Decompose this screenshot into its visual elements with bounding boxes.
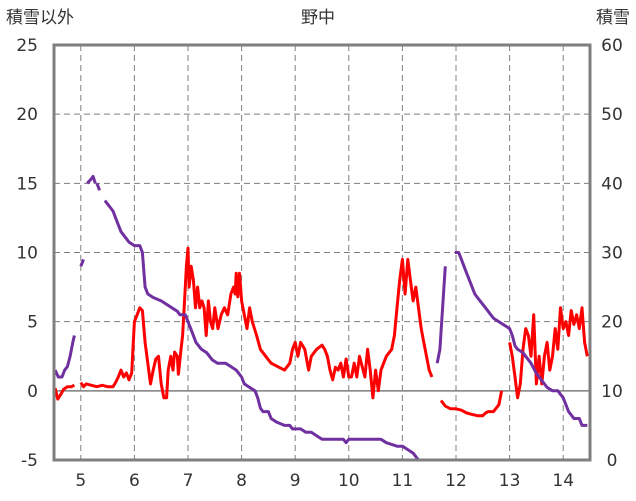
plot-frame: [52, 43, 592, 462]
snow-series-segment: [86, 174, 97, 185]
right-axis-label: 積雪: [596, 8, 630, 28]
left-tick-label: 15: [16, 174, 38, 194]
temperature-series-segment: [79, 246, 434, 400]
x-tick-label: 7: [183, 471, 194, 491]
left-tick-label: 20: [16, 105, 38, 125]
x-tick-label: 14: [552, 471, 574, 491]
left-tick-label: 0: [27, 382, 38, 402]
temperature-series-segment: [439, 390, 504, 418]
right-tick-label: 30: [601, 244, 623, 264]
left-tick-label: 5: [27, 313, 38, 333]
x-tick-label: 9: [290, 471, 301, 491]
left-tick-label: 25: [16, 36, 38, 56]
snow-series-segment: [53, 335, 76, 379]
snow-series-segment: [435, 266, 447, 364]
right-tick-label: 10: [601, 382, 623, 402]
right-tick-label: 50: [601, 105, 623, 125]
gridlines: [54, 45, 590, 460]
left-axis-label: 積雪以外: [6, 8, 74, 28]
x-tick-label: 8: [236, 471, 247, 491]
left-tick-label: 10: [16, 244, 38, 264]
snow-series-segment: [103, 199, 432, 462]
temperature-series-segment: [508, 306, 589, 400]
left-axis-ticks: 25 20 15 10 5 0 -5: [16, 36, 38, 471]
right-axis-ticks: 60 50 40 30 20 10 0: [601, 36, 623, 471]
temperature-series-segment: [53, 383, 76, 401]
right-tick-label: 60: [601, 36, 623, 56]
x-tick-label: 11: [392, 471, 414, 491]
right-tick-label: 20: [601, 313, 623, 333]
right-tick-label: 40: [601, 174, 623, 194]
series-group: [53, 174, 589, 462]
x-axis-ticks: 5 6 7 8 9 10 11 12 13 14: [75, 471, 574, 491]
x-tick-label: 10: [338, 471, 360, 491]
x-tick-label: 12: [445, 471, 467, 491]
x-tick-label: 6: [129, 471, 140, 491]
chart-title: 野中: [301, 8, 335, 28]
left-tick-label: -5: [21, 451, 38, 471]
x-tick-label: 5: [75, 471, 86, 491]
right-tick-label: 0: [607, 451, 618, 471]
snow-series-segment: [79, 258, 85, 267]
snow-series-segment: [95, 182, 101, 191]
snow-series-segment: [454, 251, 588, 427]
x-tick-label: 13: [499, 471, 521, 491]
